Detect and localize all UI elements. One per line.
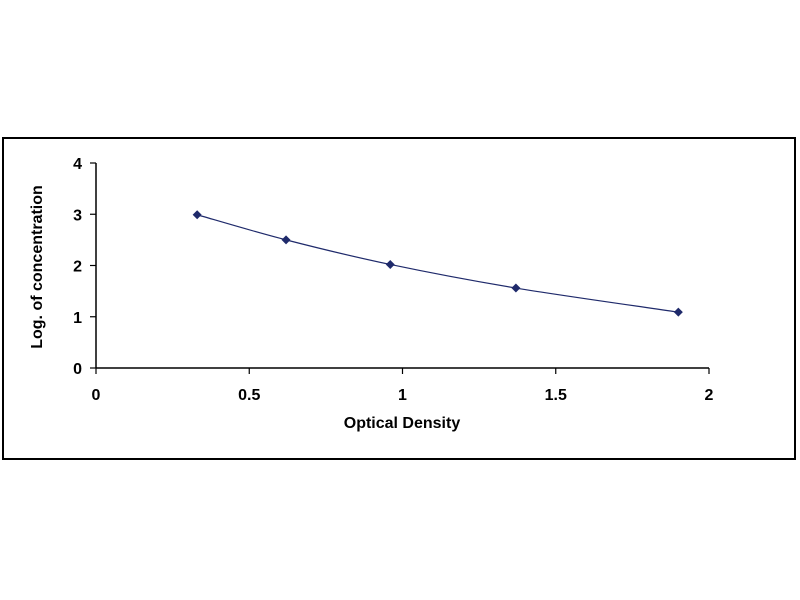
x-tick-label: 1.5 bbox=[545, 387, 567, 404]
x-tick-label: 1 bbox=[398, 387, 407, 404]
y-axis-title: Log. of concentration bbox=[29, 185, 46, 349]
data-point-marker bbox=[673, 307, 683, 317]
data-point-marker bbox=[511, 283, 521, 293]
chart-canvas: 0 0.5 1 1.5 2 0 1 2 3 4 Optical Density Log. of c… bbox=[29, 156, 714, 432]
x-tick-label: 0.5 bbox=[238, 387, 260, 404]
chart-frame: 0 0.5 1 1.5 2 0 1 2 3 4 Optical Density Log. of c… bbox=[2, 137, 796, 460]
data-points bbox=[192, 210, 683, 317]
y-tick-label: 4 bbox=[73, 156, 82, 173]
x-tick-label: 2 bbox=[705, 387, 714, 404]
data-point-marker bbox=[192, 210, 202, 220]
tick-marks bbox=[90, 162, 710, 374]
y-tick-label: 1 bbox=[73, 310, 82, 327]
y-tick-label: 3 bbox=[73, 207, 82, 224]
data-point-marker bbox=[385, 259, 395, 269]
data-point-marker bbox=[281, 235, 291, 245]
tick-labels: 0 0.5 1 1.5 2 0 1 2 3 4 bbox=[73, 156, 713, 404]
axes bbox=[95, 163, 709, 369]
fit-curve bbox=[196, 214, 679, 313]
x-tick-label: 0 bbox=[92, 387, 101, 404]
y-tick-label: 0 bbox=[73, 361, 82, 378]
x-axis-title: Optical Density bbox=[344, 415, 461, 432]
y-tick-label: 2 bbox=[73, 259, 82, 276]
